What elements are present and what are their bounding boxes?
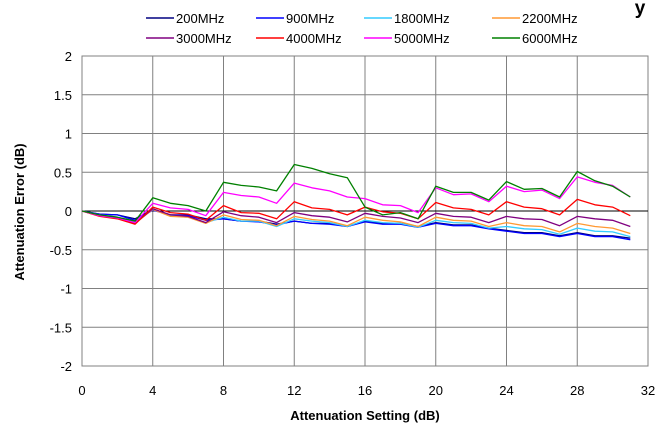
x-tick-label: 4: [149, 383, 156, 398]
x-tick-label: 32: [641, 383, 655, 398]
y-tick-label: 1: [65, 127, 72, 142]
legend-label: 5000MHz: [394, 31, 450, 46]
x-tick-label: 12: [287, 383, 301, 398]
legend-label: 200MHz: [176, 11, 224, 26]
series-line-2200MHz: [81, 208, 631, 235]
x-tick-label: 0: [78, 383, 85, 398]
series-line-4000MHz: [81, 198, 631, 225]
legend-label: 1800MHz: [394, 11, 450, 26]
x-tick-label: 20: [429, 383, 443, 398]
x-tick-labels: 0 4 8 12 16 20 24 28 32: [78, 383, 655, 398]
x-axis-title: Attenuation Setting (dB): [290, 408, 439, 423]
y-tick-label: -0.5: [50, 243, 72, 258]
legend-label: 3000MHz: [176, 31, 232, 46]
y-tick-label: -2: [60, 359, 72, 374]
y-tick-label: 1.5: [54, 88, 72, 103]
legend-label: 4000MHz: [286, 31, 342, 46]
series-line-5000MHz: [81, 176, 631, 224]
y-axis-title: Attenuation Error (dB): [12, 143, 27, 280]
chart-title-fragment: y: [635, 0, 646, 19]
y-tick-label: 2: [65, 49, 72, 64]
legend-label: 2200MHz: [522, 11, 578, 26]
x-tick-label: 16: [358, 383, 372, 398]
x-tick-label: 28: [570, 383, 584, 398]
legend-label: 6000MHz: [522, 31, 578, 46]
y-tick-label: 0: [65, 204, 72, 219]
y-tick-labels: 2 1.5 1 0.5 0 -0.5 -1 -1.5 -2: [50, 49, 72, 374]
y-tick-label: -1.5: [50, 320, 72, 335]
series-line-6000MHz: [81, 163, 631, 222]
x-tick-label: 8: [220, 383, 227, 398]
legend-label: 900MHz: [286, 11, 334, 26]
series-lines: [81, 163, 631, 241]
series-line-3000MHz: [81, 208, 631, 228]
x-tick-label: 24: [499, 383, 513, 398]
y-tick-label: -1: [60, 282, 72, 297]
legend: 200MHz 900MHz 1800MHz 2200MHz 3000MHz 4000MHz…: [146, 11, 578, 46]
y-tick-label: 0.5: [54, 165, 72, 180]
